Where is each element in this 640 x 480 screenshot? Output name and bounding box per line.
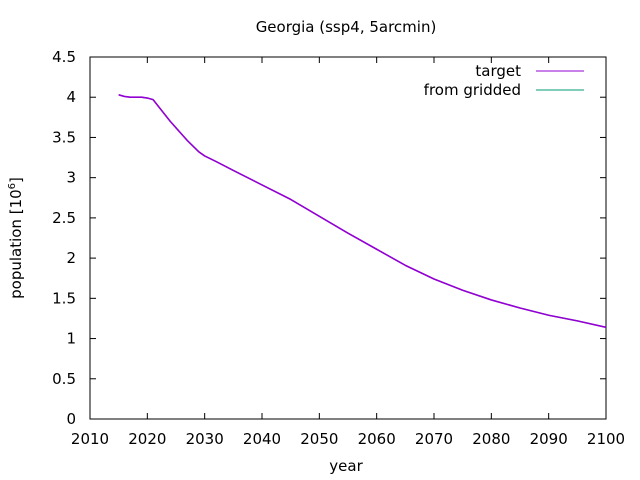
legend: target from gridded bbox=[424, 62, 584, 99]
y-axis-label-text: population [10 bbox=[7, 189, 25, 299]
y-tick-label: 1 bbox=[66, 330, 76, 348]
x-axis: 2010 2020 2030 2040 2050 2060 2070 2080 2090 2100 bbox=[71, 57, 625, 448]
y-axis: 0 0.5 1 1.5 2 2.5 3 3.5 4 4.5 bbox=[52, 48, 606, 428]
series-layer bbox=[118, 94, 607, 329]
x-tick-label: 2030 bbox=[186, 430, 224, 448]
y-tick-label: 0 bbox=[66, 410, 76, 428]
y-tick-label: 3 bbox=[66, 169, 76, 187]
series-line-from-gridded bbox=[118, 94, 607, 328]
legend-label-target: target bbox=[475, 62, 521, 80]
y-axis-label-exponent: 6 bbox=[7, 183, 18, 189]
y-tick-label: 4 bbox=[66, 88, 76, 106]
legend-label-from-gridded: from gridded bbox=[424, 81, 521, 99]
x-tick-label: 2050 bbox=[300, 430, 338, 448]
chart-title: Georgia (ssp4, 5arcmin) bbox=[256, 18, 437, 36]
x-axis-label: year bbox=[329, 457, 363, 475]
y-axis-label: population [106] bbox=[7, 177, 25, 299]
plot-frame bbox=[89, 56, 607, 420]
y-axis-label-close: ] bbox=[7, 177, 25, 183]
series-line-target bbox=[118, 94, 607, 329]
x-tick-label: 2060 bbox=[358, 430, 396, 448]
x-tick-label: 2020 bbox=[128, 430, 166, 448]
x-tick-label: 2100 bbox=[587, 430, 625, 448]
x-tick-label: 2090 bbox=[530, 430, 568, 448]
y-tick-label: 2.5 bbox=[52, 209, 76, 227]
y-tick-label: 0.5 bbox=[52, 370, 76, 388]
y-tick-label: 2 bbox=[66, 249, 76, 267]
x-tick-label: 2080 bbox=[472, 430, 510, 448]
x-tick-label: 2070 bbox=[415, 430, 453, 448]
x-tick-label: 2040 bbox=[243, 430, 281, 448]
y-tick-label: 4.5 bbox=[52, 48, 76, 66]
x-tick-label: 2010 bbox=[71, 430, 109, 448]
y-tick-label: 1.5 bbox=[52, 289, 76, 307]
y-tick-label: 3.5 bbox=[52, 128, 76, 146]
